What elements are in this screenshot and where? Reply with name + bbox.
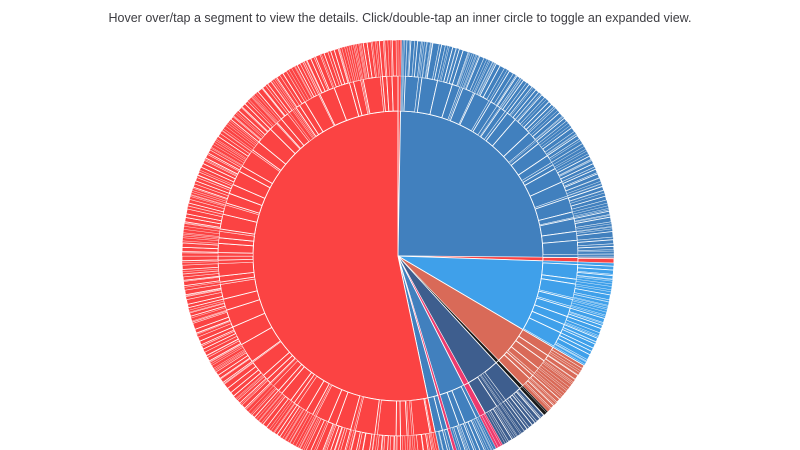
sunburst-segment-level3[interactable] xyxy=(396,435,402,450)
sunburst-segment-level3[interactable] xyxy=(396,39,399,77)
sunburst-ring-middle[interactable] xyxy=(217,75,579,437)
sunburst-segment-level2[interactable] xyxy=(217,255,254,261)
sunburst-ring-inner[interactable] xyxy=(252,110,544,402)
sunburst-segment-level2[interactable] xyxy=(391,75,399,112)
sunburst-segment-level3[interactable] xyxy=(391,39,397,77)
chart-instructions-caption: Hover over/tap a segment to view the det… xyxy=(108,11,692,25)
sunburst-segment-level3[interactable] xyxy=(577,254,615,257)
sunburst-segment-level2[interactable] xyxy=(542,239,579,256)
sunburst-ring-outer[interactable] xyxy=(181,39,615,450)
sunburst-segment-level3[interactable] xyxy=(181,255,219,262)
